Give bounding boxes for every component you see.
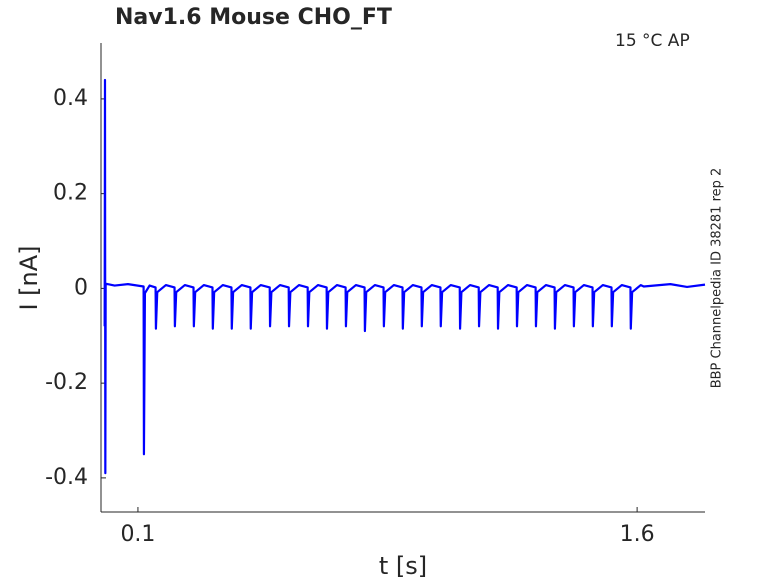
y-tick-label: 0 [74,275,88,300]
y-axis-label: I [nA] [15,245,43,310]
annotation: 15 °C AP [615,31,690,51]
chart-title: Nav1.6 Mouse CHO_FT [115,5,392,30]
y-tick-label: -0.2 [45,370,88,395]
x-tick-label: 1.6 [620,522,655,547]
y-tick-label: -0.4 [45,465,88,490]
x-tick-label: 0.1 [120,522,155,547]
y-tick-label: 0.4 [53,86,88,111]
trace [103,78,706,475]
side-label: BBP Channelpedia ID 38281 rep 2 [710,168,725,389]
y-tick-label: 0.2 [53,181,88,206]
x-axis-label: t [s] [379,552,427,580]
